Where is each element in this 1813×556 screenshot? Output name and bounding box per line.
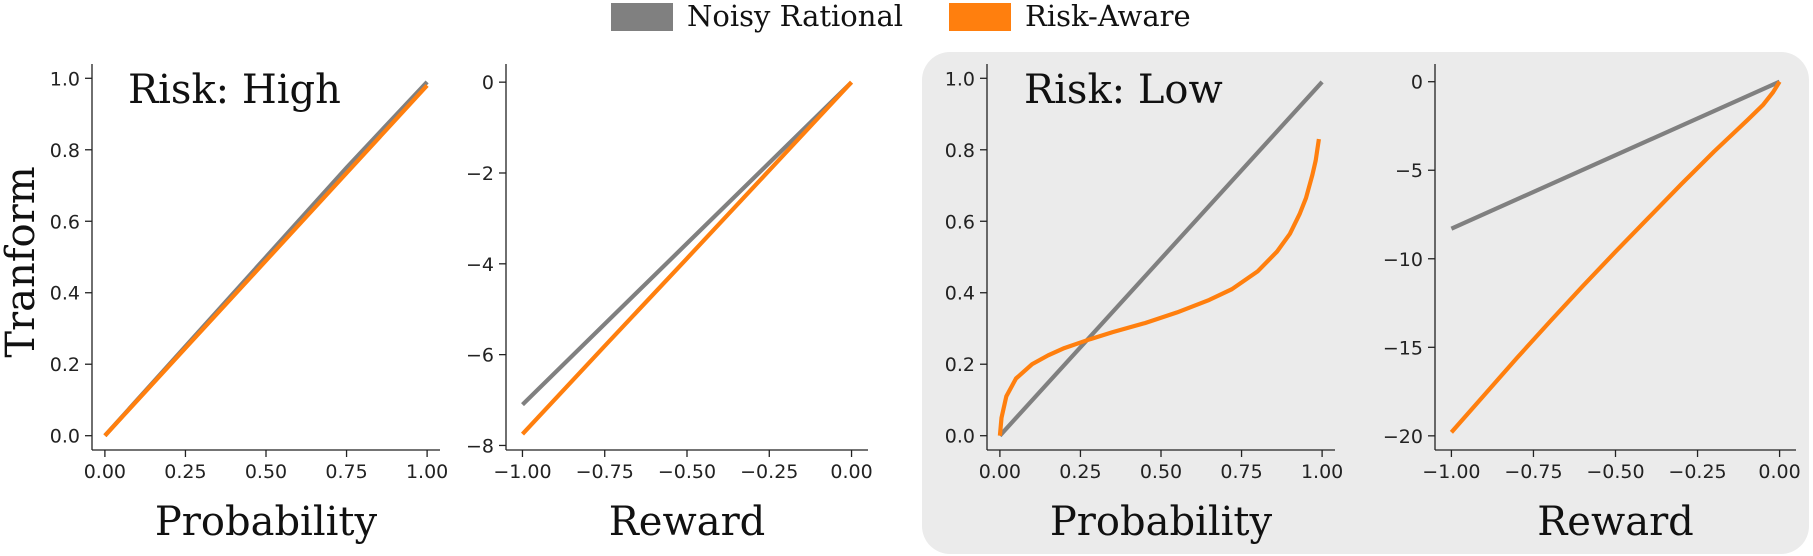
y-tick-label: 0.0	[50, 426, 80, 448]
x-tick-label: −0.50	[1586, 461, 1644, 483]
x-tick-label: 0.00	[1758, 461, 1800, 483]
x-tick-label: −0.75	[1504, 461, 1562, 483]
y-tick-label: −8	[466, 435, 494, 457]
y-tick-label: −5	[1395, 160, 1423, 182]
y-tick-label: 0.4	[945, 283, 975, 305]
y-tick-label: 0.2	[945, 354, 975, 376]
y-tick-label: 0.8	[945, 140, 975, 162]
y-tick-label: −20	[1383, 426, 1423, 448]
x-axis-title: Probability	[1050, 499, 1273, 545]
x-tick-label: −1.00	[1422, 461, 1480, 483]
y-tick-label: 0	[1411, 72, 1423, 94]
x-tick-label: 0.00	[830, 461, 872, 483]
y-tick-label: 0.4	[50, 283, 80, 305]
noisy-rational-line	[521, 80, 853, 407]
x-axis-title: Reward	[1537, 499, 1694, 545]
x-tick-label: 0.75	[1220, 461, 1262, 483]
risk-aware-line	[1449, 80, 1782, 434]
risk-aware-line	[103, 83, 429, 438]
y-tick-label: −4	[466, 254, 494, 276]
x-tick-label: −0.25	[740, 461, 798, 483]
x-axis-title: Reward	[609, 499, 766, 545]
panel-risk-high-reward: −1.00 −0.75 −0.50 −0.25 0.00 0 −2 −4 −6 −8 Reward	[466, 64, 873, 545]
x-tick-label: 0.50	[1140, 461, 1182, 483]
panel-risk-low-reward: −1.00 −0.75 −0.50 −0.25 0.00 0 −5 −10 −15 −20 Rewa…	[1383, 64, 1801, 545]
y-tick-label: 1.0	[50, 68, 80, 90]
y-axis-title: Tranform	[0, 166, 44, 357]
panel-title: Risk: High	[128, 67, 341, 113]
y-tick-label: 1.0	[945, 68, 975, 90]
x-tick-label: 1.00	[406, 461, 448, 483]
x-tick-label: 0.00	[979, 461, 1021, 483]
risk-aware-line	[520, 80, 854, 436]
legend-swatch-risk-aware	[949, 3, 1011, 31]
legend-label-risk-aware: Risk-Aware	[1025, 0, 1191, 33]
panel-risk-high-probability: 0.00 0.25 0.50 0.75 1.00 0.0 0.2 0.4 0.6 0.8 1.0 Pr…	[50, 64, 448, 545]
x-tick-label: −0.50	[658, 461, 716, 483]
y-tick-label: 0.6	[50, 211, 80, 233]
y-tick-label: 0	[482, 72, 494, 94]
y-tick-label: 0.6	[945, 211, 975, 233]
y-tick-label: 0.2	[50, 354, 80, 376]
x-axis-title: Probability	[155, 499, 378, 545]
noisy-rational-line	[1450, 79, 1781, 231]
legend: Noisy Rational Risk-Aware	[611, 0, 1191, 33]
highlight-panel-background	[922, 52, 1809, 554]
x-tick-label: 0.25	[164, 461, 206, 483]
x-tick-label: 0.50	[245, 461, 287, 483]
x-tick-label: −0.25	[1668, 461, 1726, 483]
y-tick-label: 0.0	[945, 426, 975, 448]
x-tick-label: 0.00	[84, 461, 126, 483]
panel-title: Risk: Low	[1024, 67, 1223, 113]
risk-aware-line	[997, 138, 1321, 436]
x-tick-label: −0.75	[576, 461, 634, 483]
legend-swatch-noisy-rational	[611, 3, 673, 31]
x-tick-label: 1.00	[1301, 461, 1343, 483]
noisy-rational-line	[998, 80, 1324, 438]
y-tick-label: −2	[466, 163, 494, 185]
legend-label-noisy-rational: Noisy Rational	[687, 0, 903, 33]
x-tick-label: 0.25	[1059, 461, 1101, 483]
panel-risk-low-probability: 0.00 0.25 0.50 0.75 1.00 0.0 0.2 0.4 0.6 0.8 1.0 Pr…	[945, 64, 1343, 545]
y-tick-label: 0.8	[50, 140, 80, 162]
y-tick-label: −10	[1383, 249, 1423, 271]
y-tick-label: −6	[466, 345, 494, 367]
y-tick-label: −15	[1383, 337, 1423, 359]
x-tick-label: 0.75	[325, 461, 367, 483]
x-tick-label: −1.00	[493, 461, 551, 483]
